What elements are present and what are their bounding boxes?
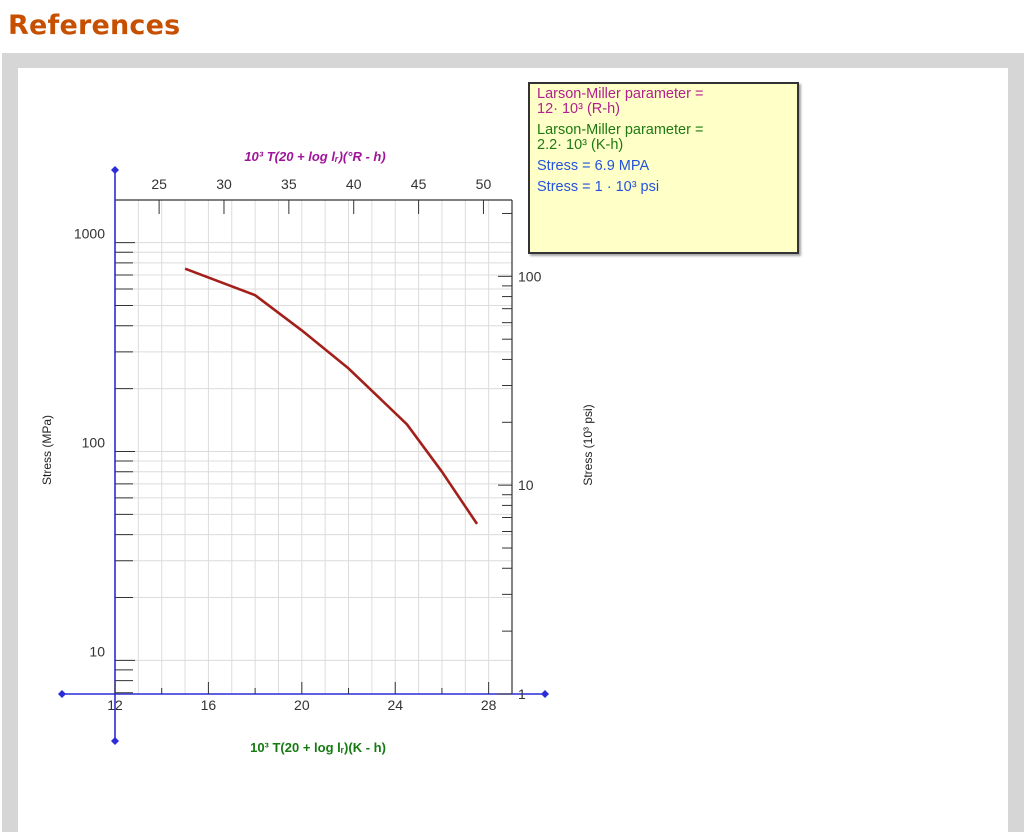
y-right-axis-title: Stress (10³ psi) <box>581 404 595 485</box>
value-tooltip: Larson-Miller parameter = 12· 10³ (R-h) … <box>528 82 799 254</box>
lm-rankine-value: 12· 10³ (R-h) <box>537 101 620 117</box>
x-bottom-tick-label: 24 <box>387 697 403 713</box>
grid-lines <box>115 200 512 694</box>
bottom-axis-handle[interactable] <box>111 737 119 745</box>
x-bottom-tick-label: 16 <box>201 697 217 713</box>
right-axis-handle[interactable] <box>541 690 549 698</box>
figure-panel <box>18 68 1008 832</box>
tick-labels: 12 16 20 24 28 25 30 35 40 45 50 10 100 1000 1 10 100 10³… <box>40 149 595 755</box>
y-right-tick-label: 10 <box>518 477 534 493</box>
x-bottom-tick-label: 12 <box>107 697 123 713</box>
x-bottom-tick-label: 20 <box>294 697 310 713</box>
axes <box>62 170 545 741</box>
stress-ksi-readout: Stress = 1 · 10³ psi <box>537 179 660 195</box>
left-axis-handle[interactable] <box>58 690 66 698</box>
y-left-tick-label: 100 <box>82 434 106 450</box>
y-left-tick-label: 10 <box>89 643 105 659</box>
y-left-axis-title: Stress (MPa) <box>40 415 54 485</box>
x-bottom-axis-title: 10³ T(20 + log lᵣ)(K - h) <box>250 740 386 755</box>
x-top-tick-label: 50 <box>476 176 492 192</box>
y-left-tick-label: 1000 <box>74 226 105 242</box>
x-top-tick-label: 30 <box>216 176 232 192</box>
y-right-tick-label: 1 <box>518 686 526 702</box>
lm-rankine-label: Larson-Miller parameter = <box>537 86 704 102</box>
stress-mpa-readout: Stress = 6.9 MPA <box>537 158 650 174</box>
stress-curve <box>184 267 479 525</box>
tick-marks <box>114 200 512 695</box>
x-top-axis-title: 10³ T(20 + log lᵣ)(°R - h) <box>244 149 385 164</box>
data-series <box>184 267 479 525</box>
section-heading: References <box>8 10 181 41</box>
lm-kelvin-value: 2.2· 10³ (K-h) <box>537 137 624 153</box>
x-top-tick-label: 25 <box>151 176 167 192</box>
x-top-tick-label: 45 <box>411 176 427 192</box>
axis-handles <box>58 166 549 745</box>
y-right-tick-label: 100 <box>518 268 542 284</box>
x-top-tick-label: 35 <box>281 176 297 192</box>
x-bottom-tick-label: 28 <box>481 697 497 713</box>
lm-kelvin-label: Larson-Miller parameter = <box>537 122 704 138</box>
x-top-tick-label: 40 <box>346 176 362 192</box>
top-axis-handle[interactable] <box>111 166 119 174</box>
